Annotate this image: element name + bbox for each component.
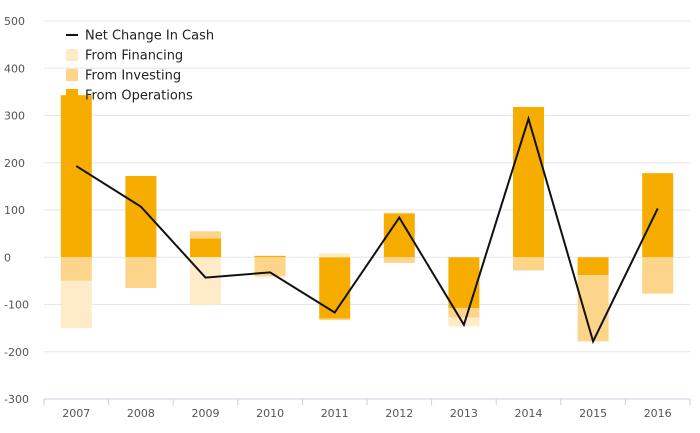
- legend-label: Net Change In Cash: [85, 29, 214, 44]
- legend-label: From Investing: [85, 69, 181, 84]
- legend-label: From Financing: [85, 49, 183, 64]
- bar-from-financing: [383, 212, 415, 214]
- y-tick-label: 0: [4, 251, 11, 264]
- bar-from-operations: [513, 106, 544, 258]
- legend-item: From Financing: [66, 49, 183, 64]
- legend: Net Change In Cash From Financing From Inv…: [66, 29, 214, 104]
- bar-from-financing: [60, 280, 92, 329]
- legend-swatch: [66, 69, 78, 81]
- x-tick-label: 2013: [450, 407, 478, 420]
- x-tick-label: 2012: [385, 407, 413, 420]
- series-line-net-change-in-cash: [75, 115, 659, 345]
- bar-from-operations: [60, 95, 92, 258]
- x-tick-label: 2007: [62, 407, 90, 420]
- legend-item: From Operations: [66, 89, 193, 104]
- bar-from-operations: [319, 257, 351, 319]
- legend-label: From Operations: [85, 89, 193, 104]
- bar-from-investing: [319, 318, 351, 321]
- axis-layer: -300 -200 -100 0 100 200 300 400 500 2007 2008 2009…: [4, 15, 691, 420]
- x-tick-label: 2014: [515, 407, 543, 420]
- y-tick-label: -200: [4, 346, 29, 359]
- x-tick-label: 2009: [192, 407, 220, 420]
- bar-from-operations: [190, 238, 221, 258]
- bar-from-investing: [383, 257, 415, 263]
- legend-item: From Investing: [66, 69, 181, 84]
- bar-from-investing: [60, 257, 92, 281]
- x-tick-label: 2011: [321, 407, 349, 420]
- legend-swatch: [66, 49, 78, 61]
- y-tick-label: 500: [4, 15, 25, 28]
- legend-swatch: [66, 89, 78, 101]
- y-tick-label: 300: [4, 110, 25, 123]
- bar-from-operations: [577, 257, 609, 276]
- x-tick-label: 2008: [127, 407, 155, 420]
- x-tick-label: 2016: [644, 407, 672, 420]
- y-tick-label: 200: [4, 157, 25, 170]
- bar-from-investing: [254, 257, 286, 277]
- bar-from-operations: [642, 173, 674, 258]
- y-tick-label: 100: [4, 204, 25, 217]
- legend-item: Net Change In Cash: [66, 29, 214, 44]
- bar-from-investing: [577, 275, 609, 342]
- bar-from-investing: [513, 257, 544, 271]
- y-tick-label: -100: [4, 299, 29, 312]
- x-tick-label: 2015: [579, 407, 607, 420]
- y-tick-label: -300: [4, 393, 29, 406]
- bar-from-investing: [190, 231, 221, 239]
- bar-from-investing: [642, 257, 674, 294]
- line-layer: [75, 115, 659, 345]
- bar-from-investing: [125, 257, 157, 288]
- bar-from-operations: [448, 257, 480, 309]
- bar-from-financing: [319, 253, 351, 258]
- bar-from-operations: [125, 175, 157, 258]
- bar-from-operations: [254, 255, 286, 258]
- x-tick-label: 2010: [256, 407, 284, 420]
- bar-from-investing: [448, 308, 480, 318]
- bar-from-financing: [254, 276, 286, 278]
- y-tick-label: 400: [4, 62, 25, 75]
